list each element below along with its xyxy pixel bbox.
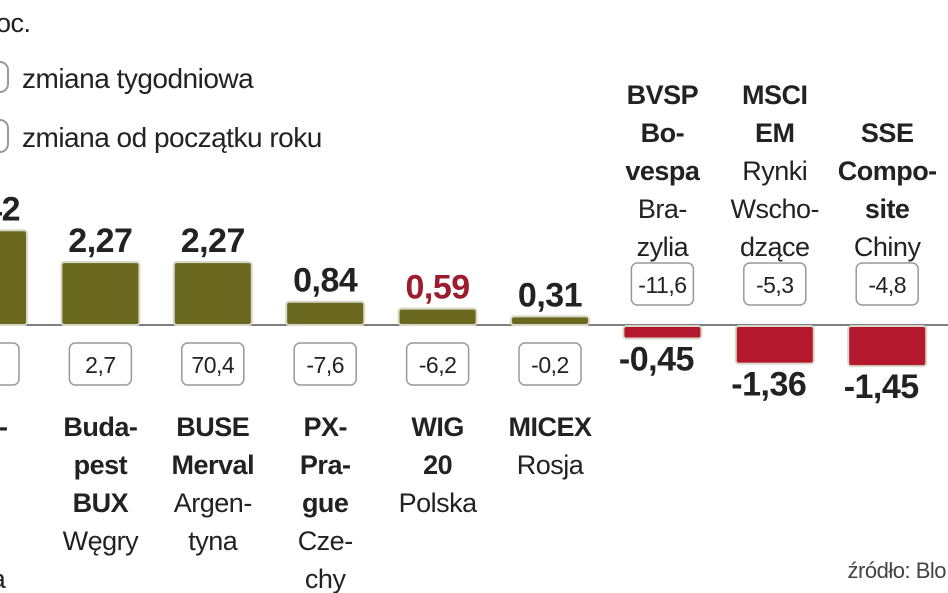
country-name: Węgry bbox=[63, 526, 140, 556]
country-name: Chiny bbox=[854, 232, 922, 262]
legend-label: zmiana tygodniowa bbox=[22, 63, 254, 94]
bar bbox=[510, 315, 590, 326]
ytd-label: 70,4 bbox=[191, 352, 234, 378]
legend-icon bbox=[0, 61, 9, 93]
index-name: 20 bbox=[423, 450, 452, 480]
country-name: zylia bbox=[637, 232, 690, 262]
value-label: -1,45 bbox=[844, 368, 919, 406]
index-name: na- bbox=[0, 412, 8, 442]
ytd-box bbox=[743, 262, 807, 306]
ytd-box bbox=[293, 342, 357, 386]
bar bbox=[622, 325, 703, 340]
bar bbox=[734, 325, 815, 365]
bar bbox=[847, 325, 928, 368]
country-name: Bra- bbox=[638, 194, 687, 224]
country-name: dzące bbox=[740, 232, 810, 262]
country-name: Wscho- bbox=[731, 194, 820, 224]
index-name: WIG bbox=[411, 412, 464, 442]
country-name: Cze- bbox=[298, 526, 353, 556]
country-name: Argen- bbox=[174, 488, 252, 518]
country-name: Rosja bbox=[517, 450, 585, 480]
ytd-label: 2,7 bbox=[85, 352, 115, 378]
index-name: vespa bbox=[625, 156, 701, 186]
index-name: MICEX bbox=[508, 412, 592, 442]
value-label: 2,27 bbox=[68, 222, 132, 260]
bar bbox=[397, 307, 478, 327]
ytd-label: -5,3 bbox=[756, 272, 794, 298]
country-name: nia bbox=[0, 564, 7, 593]
index-name: PX- bbox=[303, 412, 347, 442]
value-label: -1,36 bbox=[731, 366, 806, 404]
bar bbox=[172, 261, 253, 327]
ytd-box bbox=[68, 342, 133, 386]
index-name: BUX bbox=[73, 488, 129, 518]
index-name: Buda- bbox=[63, 412, 137, 442]
index-name: site bbox=[865, 194, 910, 224]
index-name: pest bbox=[74, 450, 128, 480]
country-name: Rynki bbox=[742, 156, 807, 186]
country-name: Polska bbox=[399, 488, 479, 518]
ytd-box bbox=[518, 342, 582, 386]
legend-icon bbox=[0, 119, 9, 153]
ytd-box bbox=[630, 262, 695, 306]
ytd-box bbox=[405, 342, 470, 386]
index-name: Compo- bbox=[838, 156, 937, 186]
ytd-label: -11,6 bbox=[638, 272, 686, 298]
ytd-label: -6,2 bbox=[419, 352, 457, 378]
index-name: BUSE bbox=[176, 412, 249, 442]
index-name: gue bbox=[302, 488, 349, 518]
value-label: -0,45 bbox=[619, 340, 694, 378]
value-label: 0,84 bbox=[293, 262, 358, 300]
ytd-label: -4,8 bbox=[868, 272, 906, 298]
source: źródło: Blo bbox=[848, 558, 947, 583]
ytd-box bbox=[0, 342, 20, 386]
bar bbox=[0, 229, 28, 326]
ytd-box bbox=[181, 342, 245, 386]
index-name: Bo- bbox=[641, 118, 684, 148]
value-label: 0,59 bbox=[406, 269, 470, 307]
value-label: 2,27 bbox=[181, 222, 245, 260]
index-name: EM bbox=[755, 118, 795, 148]
index-name: Merval bbox=[172, 450, 255, 480]
bar bbox=[60, 261, 141, 327]
ytd-box bbox=[855, 262, 919, 306]
index-name: SSE bbox=[861, 118, 914, 148]
index-name: BVSP bbox=[627, 80, 699, 110]
legend-label: zmiana od początku roku bbox=[22, 122, 322, 153]
country-name: chy bbox=[305, 564, 347, 593]
bar bbox=[285, 300, 366, 326]
unit-label: oc. bbox=[0, 8, 31, 38]
value-label: 3,42 bbox=[0, 190, 20, 228]
index-name: MSCI bbox=[742, 80, 808, 110]
country-name: tyna bbox=[188, 526, 239, 556]
value-label: 0,31 bbox=[518, 276, 582, 314]
ytd-label: -0,2 bbox=[531, 352, 569, 378]
index-name: Pra- bbox=[300, 450, 351, 480]
ytd-label: -7,6 bbox=[306, 352, 344, 378]
